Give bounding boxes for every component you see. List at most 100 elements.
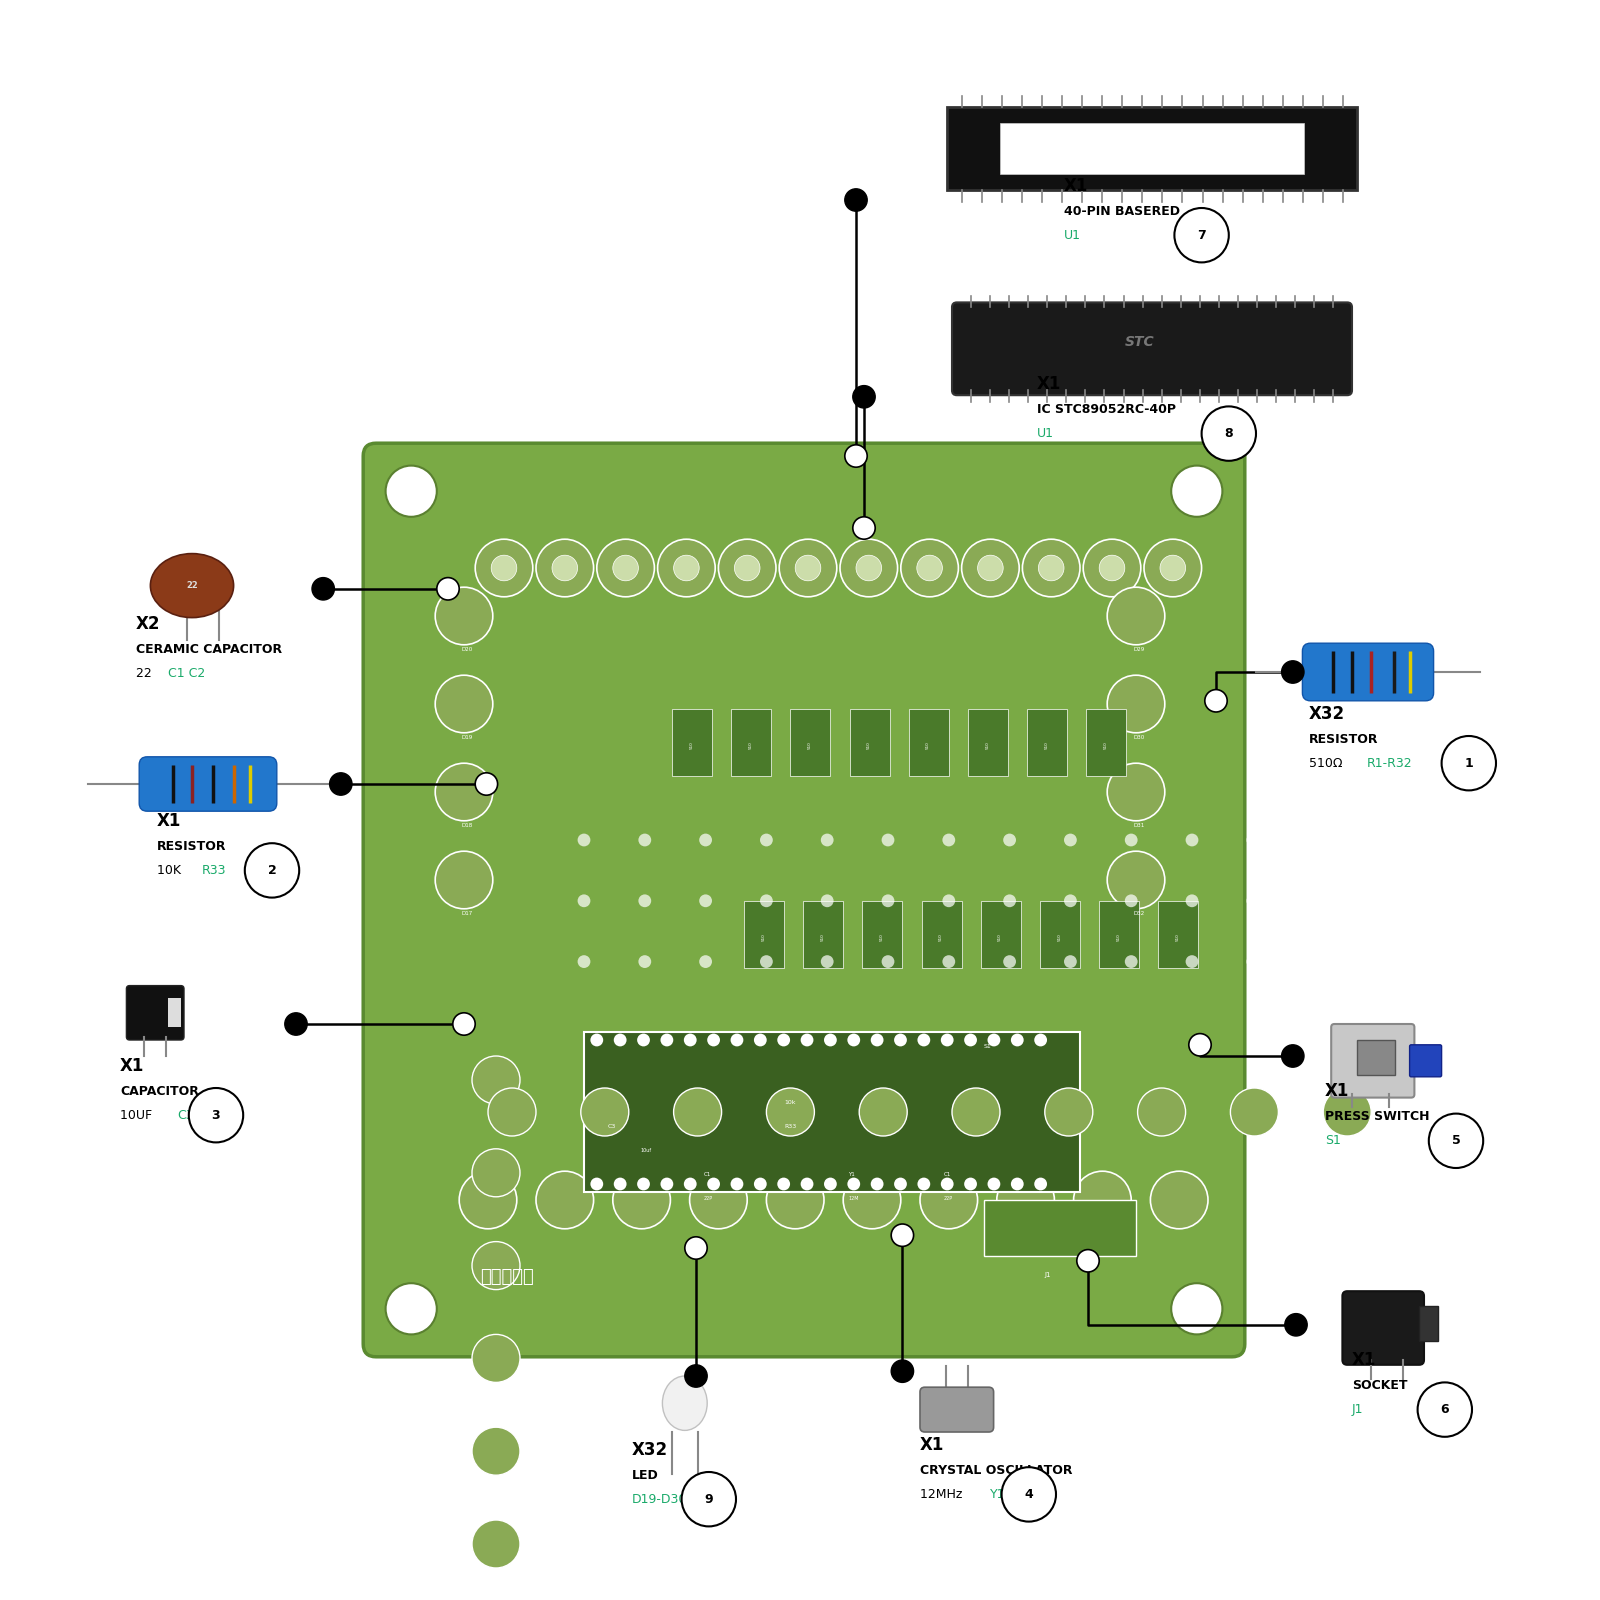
Circle shape	[1186, 955, 1198, 968]
Text: LED: LED	[632, 1469, 659, 1482]
Circle shape	[1246, 955, 1259, 968]
Circle shape	[330, 773, 352, 795]
Text: 510: 510	[1058, 934, 1061, 941]
FancyBboxPatch shape	[126, 986, 184, 1040]
Circle shape	[1368, 894, 1381, 907]
Circle shape	[800, 1178, 813, 1190]
Circle shape	[597, 539, 654, 597]
Circle shape	[614, 1034, 627, 1046]
Circle shape	[1189, 1034, 1211, 1056]
Circle shape	[674, 1088, 722, 1136]
Circle shape	[870, 1034, 883, 1046]
Circle shape	[189, 1088, 243, 1142]
Circle shape	[734, 555, 760, 581]
Circle shape	[1125, 955, 1138, 968]
Circle shape	[638, 834, 651, 846]
FancyBboxPatch shape	[168, 998, 181, 1027]
Circle shape	[856, 555, 882, 581]
Text: 22: 22	[136, 667, 155, 680]
Text: CERAMIC CAPACITOR: CERAMIC CAPACITOR	[136, 643, 282, 656]
Circle shape	[1490, 834, 1502, 846]
Text: D17: D17	[461, 912, 474, 917]
Text: 12MHz: 12MHz	[920, 1488, 966, 1501]
Circle shape	[1418, 1382, 1472, 1437]
Circle shape	[285, 1013, 307, 1035]
Circle shape	[1125, 834, 1138, 846]
Circle shape	[1429, 1114, 1483, 1168]
Circle shape	[1285, 1314, 1307, 1336]
FancyBboxPatch shape	[952, 302, 1352, 395]
Circle shape	[1045, 1088, 1093, 1136]
Text: STC: STC	[1125, 336, 1154, 349]
Circle shape	[1038, 555, 1064, 581]
Circle shape	[891, 1224, 914, 1246]
Text: 10uf: 10uf	[640, 1149, 651, 1154]
Text: 510: 510	[1117, 934, 1120, 941]
FancyBboxPatch shape	[790, 709, 830, 776]
Text: 1: 1	[1464, 757, 1474, 770]
Text: X1: X1	[1325, 1082, 1349, 1101]
Circle shape	[472, 1334, 520, 1382]
Circle shape	[613, 555, 638, 581]
Circle shape	[1003, 955, 1016, 968]
Circle shape	[472, 1427, 520, 1475]
Text: RESISTOR: RESISTOR	[1309, 733, 1378, 746]
Circle shape	[987, 1034, 1000, 1046]
Circle shape	[778, 1034, 790, 1046]
Circle shape	[1186, 894, 1198, 907]
Circle shape	[488, 1088, 536, 1136]
FancyBboxPatch shape	[1357, 1040, 1395, 1075]
Circle shape	[848, 1034, 861, 1046]
Circle shape	[658, 539, 715, 597]
Text: 22: 22	[186, 581, 198, 590]
Circle shape	[1307, 894, 1320, 907]
Text: U1: U1	[1037, 427, 1054, 440]
Circle shape	[882, 955, 894, 968]
Circle shape	[637, 1178, 650, 1190]
Text: 510: 510	[808, 742, 811, 749]
Circle shape	[920, 1171, 978, 1229]
Circle shape	[731, 1034, 744, 1046]
Text: 510: 510	[986, 742, 989, 749]
Circle shape	[894, 1034, 907, 1046]
Circle shape	[1171, 1283, 1222, 1334]
Circle shape	[1099, 555, 1125, 581]
Circle shape	[1074, 1171, 1131, 1229]
Text: 4: 4	[1024, 1488, 1034, 1501]
Text: X1: X1	[120, 1056, 144, 1075]
Circle shape	[435, 587, 493, 645]
Circle shape	[1186, 834, 1198, 846]
Text: 心形流水灯: 心形流水灯	[480, 1267, 534, 1286]
Circle shape	[578, 955, 590, 968]
Circle shape	[536, 1171, 594, 1229]
FancyBboxPatch shape	[744, 901, 784, 968]
Circle shape	[779, 539, 837, 597]
Circle shape	[1107, 851, 1165, 909]
Text: 12M: 12M	[848, 1197, 859, 1202]
Circle shape	[978, 555, 1003, 581]
Circle shape	[578, 894, 590, 907]
Circle shape	[882, 834, 894, 846]
Circle shape	[491, 555, 517, 581]
FancyBboxPatch shape	[584, 1032, 1080, 1192]
Text: 8: 8	[1224, 427, 1234, 440]
Text: 6: 6	[1440, 1403, 1450, 1416]
Circle shape	[581, 1088, 629, 1136]
Circle shape	[613, 1171, 670, 1229]
Circle shape	[590, 1034, 603, 1046]
Circle shape	[870, 1178, 883, 1190]
Circle shape	[690, 1171, 747, 1229]
Circle shape	[1150, 1171, 1208, 1229]
Circle shape	[1064, 834, 1077, 846]
FancyBboxPatch shape	[1302, 643, 1434, 701]
Circle shape	[1003, 894, 1016, 907]
Circle shape	[552, 555, 578, 581]
Text: 2: 2	[267, 864, 277, 877]
Text: X1: X1	[1352, 1350, 1376, 1370]
Circle shape	[435, 675, 493, 733]
Circle shape	[1064, 894, 1077, 907]
Text: SOCKET: SOCKET	[1352, 1379, 1408, 1392]
Text: 3: 3	[211, 1109, 221, 1122]
Text: X2: X2	[136, 614, 160, 634]
Circle shape	[1490, 955, 1502, 968]
